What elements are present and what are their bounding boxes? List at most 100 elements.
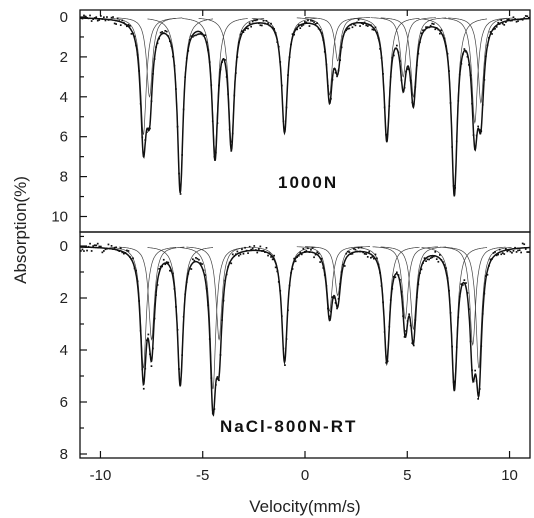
bottom-data-point <box>164 263 167 266</box>
y-axis-label: Absorption(%) <box>11 176 30 284</box>
top-data-point <box>130 33 133 35</box>
bottom-data-point <box>253 245 256 247</box>
bottom-data-point <box>293 257 295 260</box>
bottom-data-point <box>528 251 530 253</box>
bottom-data-point <box>521 242 524 245</box>
top-data-point <box>98 19 101 21</box>
x-tick-label: 5 <box>403 467 411 484</box>
top-data-point <box>113 22 116 25</box>
top-data-point <box>501 22 504 25</box>
top-data-point <box>204 34 206 36</box>
top-data-point <box>434 28 437 31</box>
bottom-y-axis: 0 2 4 6 8 <box>60 238 87 463</box>
top-data-point <box>495 26 498 28</box>
bottom-data-point <box>435 258 438 260</box>
bottom-y-tick-label: 2 <box>60 290 68 307</box>
top-data-point <box>247 27 249 30</box>
top-fit-curve <box>80 17 530 197</box>
top-data-point <box>96 19 99 22</box>
bottom-data-point <box>236 250 239 253</box>
bottom-data-point <box>345 252 348 255</box>
bottom-data-point <box>265 247 268 249</box>
bottom-data-point <box>514 246 516 249</box>
top-data-point <box>503 24 506 26</box>
top-data-point <box>494 27 496 30</box>
top-data-point <box>110 16 113 19</box>
top-data-point <box>307 19 309 22</box>
bottom-data-point <box>474 369 476 372</box>
bottom-component-curve <box>380 246 447 331</box>
bottom-data-point <box>365 253 368 255</box>
top-data-point <box>373 29 375 31</box>
bottom-data-point <box>132 257 134 260</box>
top-data-point <box>515 20 518 23</box>
bottom-data-point <box>251 247 254 250</box>
bottom-data-point <box>150 365 153 367</box>
bottom-data-point <box>172 272 174 275</box>
top-data-point <box>230 150 233 152</box>
bottom-data-point <box>127 250 130 252</box>
top-data-point <box>310 19 312 22</box>
top-data-point <box>147 127 150 130</box>
bottom-component-curve <box>372 246 438 320</box>
top-data-point <box>311 20 314 22</box>
top-data-point <box>346 28 349 30</box>
bottom-data-point <box>113 246 116 249</box>
top-data-point <box>83 14 85 17</box>
bottom-data-point <box>126 249 128 252</box>
bottom-data-point <box>162 258 165 261</box>
top-data-point <box>508 18 510 21</box>
top-data-point <box>192 36 194 38</box>
bottom-data-point <box>511 251 513 254</box>
bottom-data-point <box>370 256 372 259</box>
bottom-data-point <box>193 259 196 262</box>
bottom-data-point <box>100 245 102 248</box>
top-component-curve <box>116 17 183 98</box>
bottom-data-point <box>526 251 529 253</box>
top-data-point <box>489 31 492 33</box>
bottom-data-point <box>300 253 303 256</box>
top-data-point <box>477 125 479 128</box>
bottom-panel-label: NaCl-800N-RT <box>220 417 357 436</box>
bottom-data-point <box>428 258 430 261</box>
top-data-point <box>359 25 361 27</box>
top-data-point <box>406 68 409 70</box>
top-data-point <box>193 34 196 37</box>
top-data-point <box>425 26 427 28</box>
bottom-data-point <box>506 250 509 253</box>
top-y-tick-label: 10 <box>51 209 68 226</box>
top-data-point <box>313 21 315 24</box>
bottom-data-point <box>81 248 84 251</box>
bottom-y-tick-label: 4 <box>60 342 68 359</box>
bottom-data-point <box>196 257 199 260</box>
bottom-component-curve <box>446 247 512 369</box>
bottom-data-point <box>299 251 302 254</box>
x-tick-label: 0 <box>301 467 309 484</box>
bottom-data-point <box>477 398 479 400</box>
top-data-point <box>164 30 167 32</box>
x-tick-label: -5 <box>196 467 209 484</box>
top-data-point <box>512 16 515 19</box>
bottom-data-point <box>190 268 193 270</box>
bottom-data-point <box>313 256 315 259</box>
bottom-data-point <box>192 258 194 261</box>
bottom-data-point <box>520 251 522 254</box>
x-axis-label: Velocity(mm/s) <box>249 497 360 516</box>
top-data-point <box>296 28 298 31</box>
top-data-point <box>196 33 199 36</box>
bottom-data-point <box>434 251 437 253</box>
top-data-point <box>95 16 98 18</box>
bottom-data-point <box>274 266 277 269</box>
bottom-component-curve <box>110 247 177 369</box>
bottom-data-point <box>368 250 371 253</box>
top-data-point <box>103 16 105 19</box>
bottom-data-point <box>107 243 110 246</box>
top-data-point <box>371 28 374 31</box>
bottom-data-point <box>317 252 320 255</box>
bottom-data-point <box>119 247 122 250</box>
top-component-curve <box>421 18 488 191</box>
x-tick-label: -10 <box>90 467 112 484</box>
bottom-data-point <box>198 258 200 261</box>
bottom-data-point <box>96 242 99 245</box>
top-data-point <box>199 33 202 35</box>
